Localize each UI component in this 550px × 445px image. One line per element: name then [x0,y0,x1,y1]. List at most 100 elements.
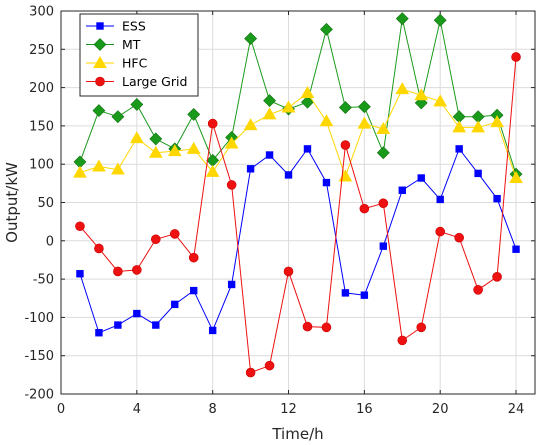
y-tick-label: -100 [24,311,54,326]
data-point [186,141,201,154]
series-hfc [73,82,523,183]
axis-ticks: 0 4 8 12 16 20 24 -200 -150 -100 -50 0 50 100 150 200 25… [24,5,535,417]
legend-marker [93,38,107,51]
data-point [75,221,85,232]
data-point [246,165,255,173]
data-point [76,270,84,278]
data-point [376,146,390,160]
data-point [452,120,467,133]
series-line [79,56,517,374]
data-point [417,174,425,182]
data-point [149,132,163,146]
data-point [167,144,182,157]
data-point [243,118,258,131]
legend-item: MT [86,37,141,52]
data-point [148,145,163,158]
data-point [416,322,427,333]
legend-item: Large Grid [86,74,187,89]
data-point [227,280,236,289]
data-point [474,169,482,178]
data-point [133,309,141,318]
data-point [455,145,463,153]
data-point [132,265,142,275]
data-point [511,52,521,62]
data-point [493,194,501,203]
data-point [414,88,429,101]
data-point [94,243,104,254]
legend-marker [95,76,105,87]
x-tick-label: 24 [508,402,525,417]
series-ess [76,145,520,337]
data-point [113,266,123,277]
data-point [114,321,122,329]
x-tick-label: 8 [209,402,217,417]
data-point [73,165,87,178]
data-point [359,203,370,214]
data-point [454,232,464,243]
data-point [473,285,483,295]
data-point [188,252,199,263]
x-axis-title: Time/h [271,425,323,443]
y-tick-label: 50 [37,196,54,211]
data-point [207,118,218,129]
data-point [245,367,256,378]
data-point [397,335,408,346]
data-point [433,13,447,27]
data-point [190,286,198,295]
data-point [129,131,144,144]
data-point [322,178,331,187]
data-point [320,22,333,36]
x-tick-label: 4 [133,402,141,417]
y-tick-label: 300 [29,5,54,20]
data-point [433,94,448,107]
data-point [378,198,389,209]
data-point [265,151,274,159]
data-point [319,114,334,127]
y-tick-label: -200 [24,388,54,403]
y-tick-label: 150 [29,119,54,134]
data-point [512,245,520,253]
y-tick-label: -50 [33,273,54,288]
data-point [171,300,179,309]
series-line [79,18,517,175]
y-tick-label: 0 [46,234,54,249]
data-point [360,291,369,299]
data-point [340,140,351,150]
legend-marker [96,22,104,30]
legend: ESS MT HFC Large Grid [79,13,199,97]
data-point [111,162,125,175]
data-point [151,234,161,245]
data-point [379,242,388,250]
data-point [341,289,350,297]
data-point [303,145,312,153]
legend-label: Large Grid [122,74,187,89]
data-point [490,115,504,128]
data-point [244,32,258,46]
data-point [471,120,485,133]
data-point [95,329,103,337]
data-point [321,322,332,333]
data-point [436,195,444,204]
data-point [281,100,296,113]
legend-label: ESS [122,19,146,34]
series-group [73,12,523,378]
data-point [169,229,180,239]
data-point [205,164,220,177]
legend-item: HFC [86,56,148,71]
data-point [301,95,314,109]
data-point [262,107,277,120]
data-point [376,121,391,134]
data-point [302,321,313,332]
data-point [208,326,217,335]
data-point [284,171,293,179]
data-point [111,110,125,124]
data-point [264,360,275,371]
x-tick-label: 20 [432,402,449,417]
series-large-grid [75,52,521,378]
data-point [130,98,144,111]
data-point [398,186,406,194]
legend-marker [93,55,107,68]
data-point [357,100,371,114]
